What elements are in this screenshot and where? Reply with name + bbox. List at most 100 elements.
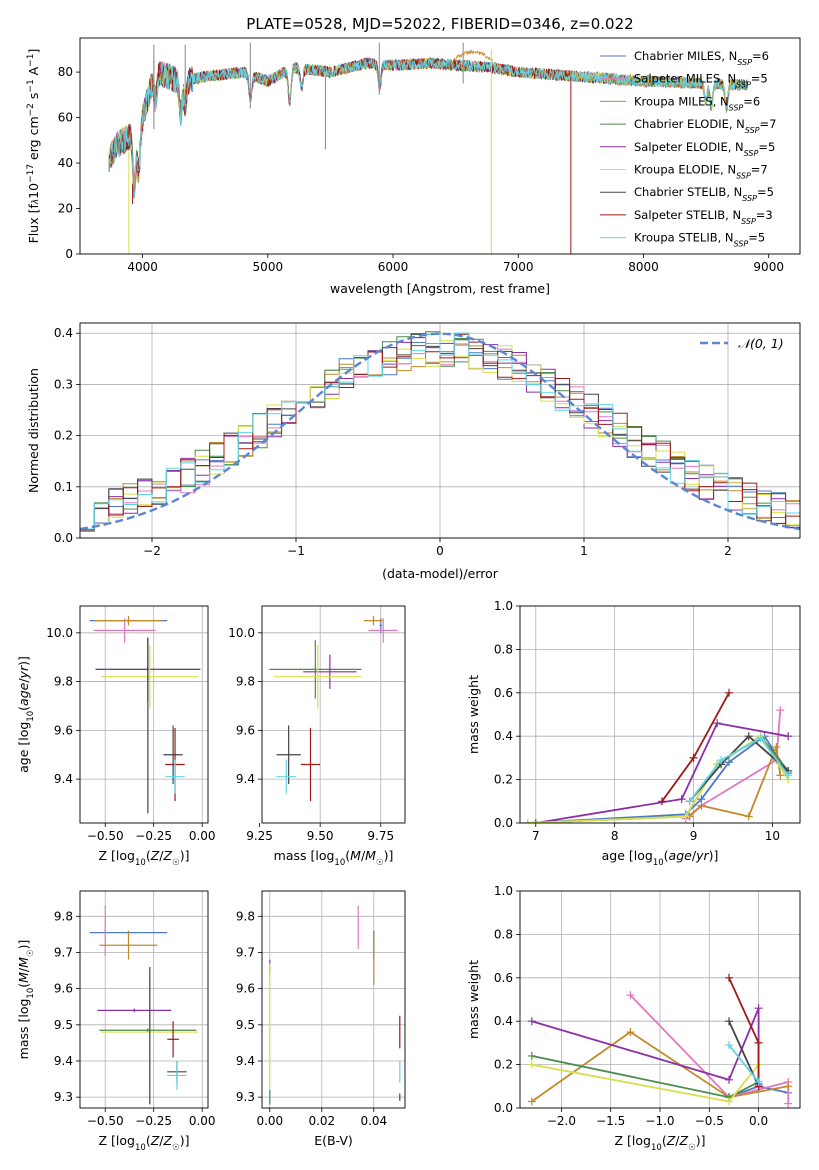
age_vs_Z-xlabel-part: ( bbox=[146, 848, 151, 863]
weight_vs_age-ylabel: mass weight bbox=[466, 675, 481, 754]
mass_vs_Z-xlabel: Z [log10(Z/Z☉)] bbox=[99, 1133, 190, 1153]
spectrum-xtick-label: 6000 bbox=[378, 260, 409, 274]
weight_vs_Z-marker bbox=[754, 1004, 763, 1013]
spectrum-ylabel-part: Flux [f bbox=[26, 204, 41, 244]
mass_vs_Z-ylabel-part: / bbox=[16, 967, 31, 972]
weight_vs_age-line-salpeter-stelib bbox=[661, 692, 730, 802]
weight_vs_age-marker bbox=[685, 797, 694, 806]
age_vs_mass-axes: 9.25 9.50 9.75 9.4 9.6 9.8 10.0 bbox=[228, 606, 405, 843]
legend-entry: Chabrier MILES, NSSP=6 bbox=[634, 49, 769, 67]
age_vs_Z-frame bbox=[79, 605, 209, 824]
legend-sub: SSP bbox=[736, 171, 751, 180]
legend-entry: Chabrier STELIB, NSSP=5 bbox=[634, 185, 774, 203]
weight_vs_age-marker bbox=[531, 819, 540, 823]
weight_vs_age-ytick-label: 0.4 bbox=[494, 729, 513, 743]
mass_vs_EBV-axes: 0.00 0.02 0.04 9.3 9.4 9.5 9.6 9.7 9.8 bbox=[236, 891, 405, 1128]
weight_vs_age-xtick-label: 10 bbox=[765, 829, 780, 843]
weight_vs_age-series bbox=[523, 688, 793, 823]
mass_vs_Z-xlabel-part: ( bbox=[146, 1133, 151, 1148]
residuals-xtick-label: 0 bbox=[436, 544, 444, 558]
legend-val: =7 bbox=[751, 163, 768, 177]
weight_vs_Z-marker bbox=[784, 1082, 793, 1091]
weight_vs_Z-ytick-label: 0.2 bbox=[494, 1058, 513, 1072]
weight_vs_Z-xlabel-part: ☉ bbox=[688, 1143, 696, 1153]
weight_vs_Z-ytick-label: 1.0 bbox=[494, 884, 513, 898]
spectrum-ylabel-part: λ bbox=[31, 199, 41, 205]
weight_vs_Z-xlabel-part: Z bbox=[666, 1133, 676, 1148]
age_vs_Z-xlabel: Z [log10(Z/Z☉)] bbox=[99, 848, 190, 868]
spectrum-xtick-label: 7000 bbox=[503, 260, 534, 274]
age_vs_mass-xlabel-part: mass [log bbox=[274, 848, 335, 863]
legend-val: =5 bbox=[757, 185, 774, 199]
legend-text: Chabrier MILES, N bbox=[634, 49, 737, 63]
residual-hist-kroupa-stelib bbox=[80, 332, 800, 530]
mass_vs_EBV-xtick-label: 0.04 bbox=[360, 1114, 387, 1128]
weight_vs_age-ytick-label: 0.2 bbox=[494, 773, 513, 787]
weight_vs_age-xtick-label: 9 bbox=[690, 829, 698, 843]
age_vs_mass-xtick-label: 9.25 bbox=[246, 829, 273, 843]
weight_vs_age-marker bbox=[772, 743, 781, 752]
age_vs_Z-xlabel-part: Z [log bbox=[99, 848, 135, 863]
legend-val: =5 bbox=[748, 231, 765, 245]
weight_vs_Z-marker bbox=[754, 1077, 763, 1086]
age_vs_Z-ytick-label: 10.0 bbox=[46, 626, 73, 640]
weight_vs_age-xlabel-part: age [log bbox=[602, 848, 653, 863]
weight_vs_Z-line-salpeter-elodie bbox=[531, 1007, 760, 1085]
weight_vs_age-marker bbox=[776, 771, 785, 780]
age_vs_Z-xlabel-part: )] bbox=[180, 848, 190, 863]
age_vs_Z-xlabel-part: Z bbox=[163, 848, 173, 863]
age_vs_Z-ylabel-part: ( bbox=[16, 706, 31, 711]
weight_vs_age-xlabel-part: ( bbox=[664, 848, 669, 863]
legend-entry: Chabrier ELODIE, NSSP=7 bbox=[634, 117, 776, 135]
residuals-ytick-label: 0.0 bbox=[54, 531, 73, 545]
spectrum-ytick-label: 60 bbox=[58, 111, 73, 125]
weight_vs_age-xlabel-part: / bbox=[692, 848, 697, 863]
legend-entry: Salpeter STELIB, NSSP=3 bbox=[634, 208, 773, 226]
legend-sub: SSP bbox=[737, 58, 752, 67]
mass_vs_Z-ylabel-part: ( bbox=[16, 983, 31, 988]
residuals-series bbox=[80, 331, 800, 532]
residuals-xtick-label: −2 bbox=[143, 544, 161, 558]
mass_vs_Z-ylabel-part: 10 bbox=[26, 988, 36, 999]
spectrum-frame bbox=[79, 37, 801, 255]
mass_vs_Z-ylabel: mass [log10(M/M☉)] bbox=[16, 940, 36, 1060]
mass_vs_Z-xlabel-part: 10 bbox=[135, 1143, 146, 1153]
weight_vs_age-marker bbox=[681, 812, 690, 821]
weight_vs_Z-xlabel-part: 10 bbox=[651, 1143, 662, 1153]
weight_vs_Z-marker bbox=[725, 1041, 734, 1050]
age_vs_Z-xlabel-part: ☉ bbox=[172, 858, 180, 868]
age_vs_Z-xtick-label: −0.25 bbox=[135, 829, 172, 843]
legend-val: =5 bbox=[758, 140, 775, 154]
mass_vs_Z-ytick-label: 9.7 bbox=[54, 945, 73, 959]
mass_vs_Z-errorbars bbox=[89, 905, 199, 1105]
spectrum-xtick-label: 9000 bbox=[753, 260, 784, 274]
residuals-xtick-label: 2 bbox=[724, 544, 732, 558]
legend-text: Chabrier STELIB, N bbox=[634, 185, 742, 199]
mass_vs_Z-xlabel-part: / bbox=[159, 1133, 164, 1148]
spectrum-ylabel-part: −1 bbox=[26, 79, 36, 92]
spectrum-xtick-label: 5000 bbox=[253, 260, 284, 274]
age_vs_mass-xlabel-part: ☉ bbox=[376, 858, 384, 868]
mass_vs_EBV-ytick-label: 9.7 bbox=[236, 945, 255, 959]
age_vs_mass-errorbars bbox=[269, 615, 398, 802]
spectrum-xtick-label: 4000 bbox=[127, 260, 158, 274]
normal-curve bbox=[80, 332, 800, 531]
weight_vs_Z-ytick-label: 0.8 bbox=[494, 927, 513, 941]
mass_vs_EBV-ytick-label: 9.6 bbox=[236, 982, 255, 996]
spectrum-lines bbox=[108, 42, 748, 254]
weight_vs_Z-line-kroupa-stelib bbox=[728, 1044, 760, 1083]
weight_vs_Z-marker bbox=[527, 1017, 536, 1026]
mass_vs_EBV-frame bbox=[261, 890, 406, 1109]
mass_vs_Z-xtick-label: 0.00 bbox=[189, 1114, 216, 1128]
weight_vs_Z-xtick-label: −0.5 bbox=[695, 1114, 724, 1128]
age_vs_Z-ylabel-part: yr bbox=[16, 665, 31, 679]
weight_vs_age-line-salpeter-elodie bbox=[535, 722, 789, 823]
weight_vs_Z-marker bbox=[725, 1075, 734, 1084]
weight_vs_age-marker bbox=[713, 719, 722, 728]
weight_vs_age-marker bbox=[697, 801, 706, 810]
spectrum-line-kroupa-elodie bbox=[108, 57, 744, 198]
weight_vs_age-xlabel: age [log10(age/yr)] bbox=[602, 848, 719, 868]
weight_vs_age-xtick-label: 7 bbox=[532, 829, 540, 843]
